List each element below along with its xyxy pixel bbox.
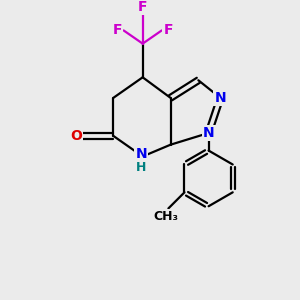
Text: N: N <box>203 126 214 140</box>
Text: N: N <box>214 91 226 105</box>
Text: F: F <box>112 23 122 38</box>
Text: N: N <box>135 147 147 161</box>
Text: H: H <box>136 161 146 174</box>
Text: CH₃: CH₃ <box>153 210 178 223</box>
Text: F: F <box>164 23 173 38</box>
Text: O: O <box>70 129 82 143</box>
Text: F: F <box>138 0 147 14</box>
